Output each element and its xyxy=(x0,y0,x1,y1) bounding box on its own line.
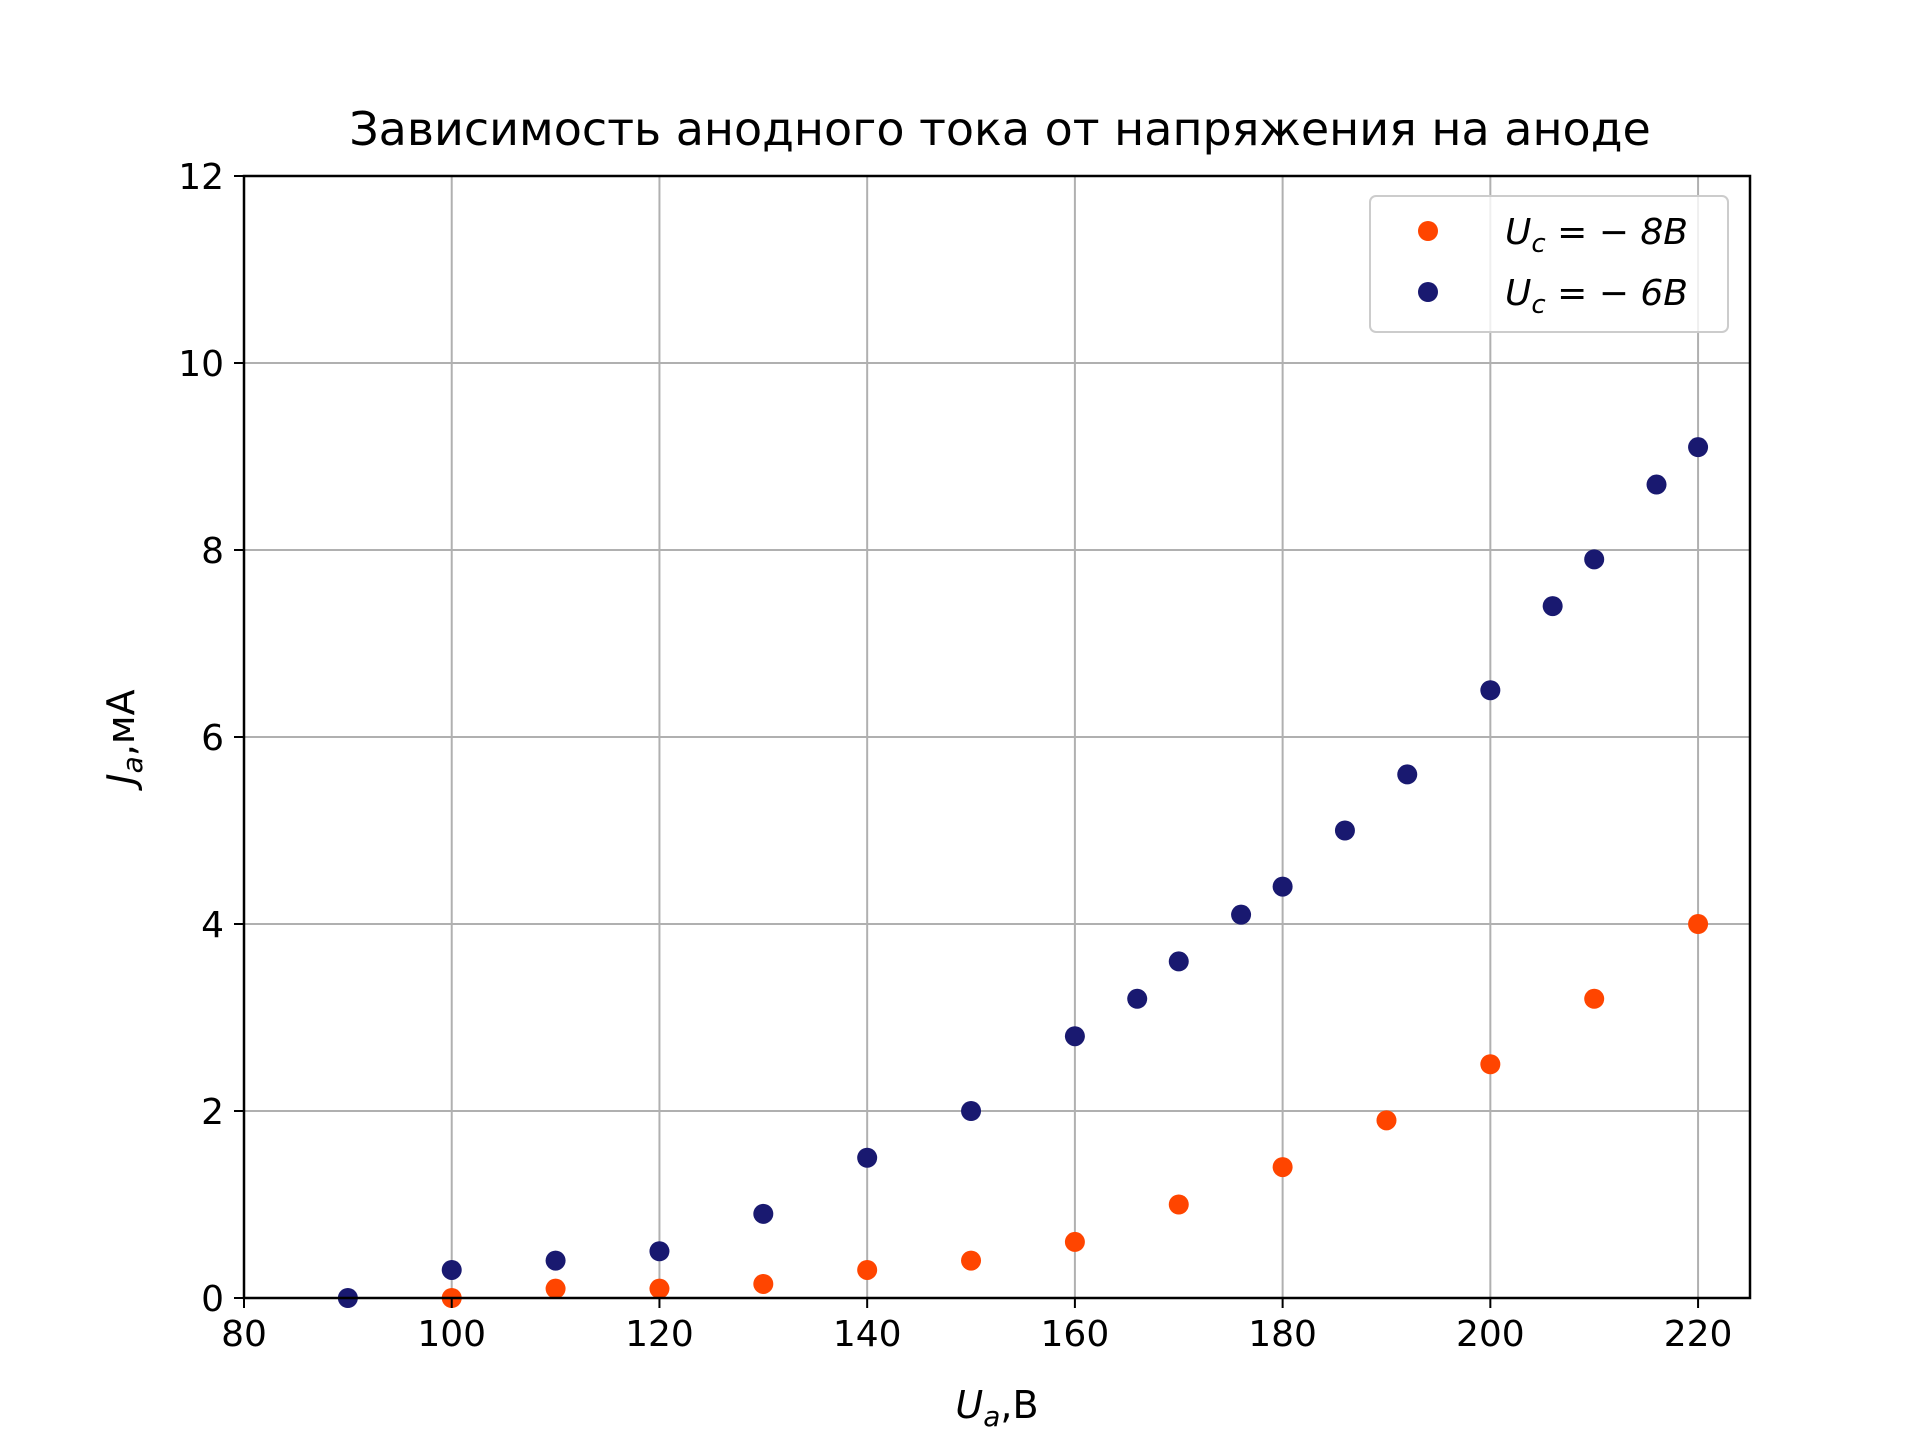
series-2-point xyxy=(1127,988,1148,1009)
legend-marker-series-1 xyxy=(1418,221,1438,241)
series-2-point xyxy=(1542,596,1563,617)
series-1-point xyxy=(753,1273,774,1294)
series-2-point xyxy=(1646,474,1667,495)
series-2-point xyxy=(1334,820,1355,841)
series-1-point xyxy=(1480,1054,1501,1075)
series-2-point xyxy=(1584,549,1605,570)
series-2-point xyxy=(1272,876,1293,897)
y-axis-label: Ja,мА xyxy=(99,689,149,791)
series-1-point xyxy=(857,1259,878,1280)
series-2-point xyxy=(1168,951,1189,972)
series-1-point xyxy=(1376,1110,1397,1131)
y-tick-label: 10 xyxy=(178,344,224,385)
x-tick-label: 200 xyxy=(1456,1314,1525,1355)
legend-box xyxy=(1369,195,1729,333)
x-axis-label: Ua,В xyxy=(955,1383,1038,1433)
y-tick-label: 0 xyxy=(201,1279,224,1320)
series-2-point xyxy=(961,1101,982,1121)
legend-label-series-1: Uc = − 8B xyxy=(1505,212,1688,259)
series-2-point xyxy=(1397,764,1418,785)
y-tick-label: 6 xyxy=(201,718,224,759)
series-1-point xyxy=(1688,914,1709,934)
series-1-point xyxy=(1168,1194,1189,1215)
y-tick-label: 12 xyxy=(178,157,224,198)
series-1-point xyxy=(1584,988,1605,1009)
series-1-point xyxy=(961,1250,982,1271)
series-2-point xyxy=(649,1241,670,1262)
x-tick-label: 140 xyxy=(833,1314,902,1355)
series-2-point xyxy=(1064,1026,1085,1047)
series-2-point xyxy=(857,1147,878,1168)
series-1-point xyxy=(649,1278,670,1299)
x-tick-label: 220 xyxy=(1664,1314,1733,1355)
series-1-point xyxy=(1064,1231,1085,1252)
x-tick-label: 180 xyxy=(1248,1314,1317,1355)
series-1-point xyxy=(545,1278,566,1299)
series-2-point xyxy=(441,1259,462,1280)
x-tick-label: 160 xyxy=(1041,1314,1110,1355)
series-2-point xyxy=(753,1203,774,1224)
y-tick-label: 2 xyxy=(201,1092,224,1133)
chart-title: Зависимость анодного тока от напряжения … xyxy=(349,102,1651,156)
series-2-point xyxy=(1231,904,1252,925)
grid xyxy=(243,175,1750,1299)
legend: Uc = − 8B Uc = − 6B xyxy=(1369,195,1729,333)
x-tick-label: 100 xyxy=(417,1314,486,1355)
legend-marker-series-2 xyxy=(1418,282,1438,302)
y-tick-label: 8 xyxy=(201,531,224,572)
series-2-point xyxy=(1480,680,1501,701)
x-tick-label: 120 xyxy=(625,1314,694,1355)
series-2-point xyxy=(545,1250,566,1271)
axis-ticks: 80 100 120 140 160 180 200 220 0 2 4 6 8 10 12 xyxy=(178,157,1732,1355)
series-1-point xyxy=(1272,1157,1293,1178)
data-points xyxy=(337,437,1709,1308)
x-tick-label: 80 xyxy=(221,1314,267,1355)
series-2-point xyxy=(1688,437,1709,458)
legend-label-series-2: Uc = − 6B xyxy=(1505,273,1688,320)
y-tick-label: 4 xyxy=(201,905,224,946)
